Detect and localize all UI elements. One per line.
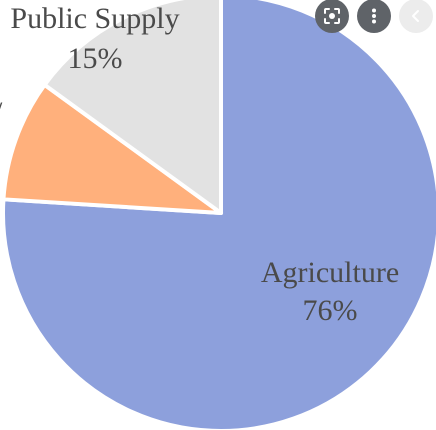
slice-label-public-supply: Public Supply xyxy=(10,2,179,35)
lens-search-button[interactable] xyxy=(315,0,349,33)
lens-search-icon xyxy=(324,8,340,24)
more-options-button[interactable] xyxy=(357,0,391,33)
chevron-left-icon xyxy=(412,10,419,22)
slice-label-partial-clipped: / xyxy=(0,96,3,129)
slice-value-public-supply: 15% xyxy=(68,42,123,75)
slice-value-agriculture: 76% xyxy=(303,294,358,327)
collapse-button[interactable] xyxy=(399,0,433,33)
slice-label-agriculture: Agriculture xyxy=(261,256,399,289)
slice-other xyxy=(1,82,223,215)
more-vertical-icon xyxy=(372,8,376,24)
slice-public-supply xyxy=(42,0,223,215)
